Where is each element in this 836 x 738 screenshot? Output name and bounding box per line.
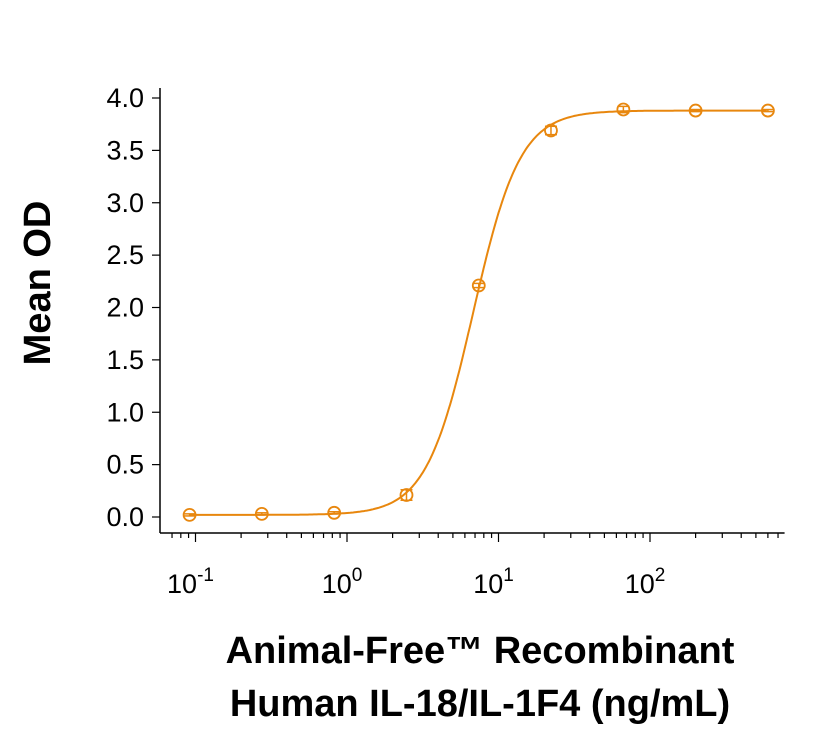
- data-point: [471, 278, 486, 293]
- data-point: [182, 508, 197, 522]
- data-point: [616, 102, 631, 117]
- x-axis-title-line-2: Human IL-18/IL-1F4 (ng/mL): [230, 683, 730, 725]
- x-tick-label: 101: [473, 565, 514, 599]
- data-point: [760, 103, 775, 118]
- y-tick-label: 2.0: [106, 293, 144, 323]
- y-tick-label: 3.5: [106, 135, 144, 165]
- x-tick-label: 100: [322, 565, 363, 599]
- data-point: [399, 488, 414, 502]
- y-tick-label: 0.0: [106, 502, 144, 532]
- y-tick-label: 1.0: [106, 397, 144, 427]
- fit-curve: [189, 109, 767, 516]
- y-tick-label: 4.0: [106, 83, 144, 113]
- data-point: [544, 123, 558, 138]
- data-point: [688, 103, 703, 118]
- y-tick-label: 3.0: [106, 188, 144, 218]
- data-points: [182, 102, 775, 522]
- data-point: [327, 505, 342, 520]
- x-tick-label: 102: [625, 565, 666, 599]
- y-tick-label: 0.5: [106, 450, 144, 480]
- axes: 0.0 0.5 1.0 1.5 2.0 2.5 3.0 3.5 4.0 10-1 100 101 102: [106, 83, 785, 599]
- x-tick-label: 10-1: [167, 565, 214, 599]
- y-axis-title: Mean OD: [17, 201, 59, 366]
- y-tick-label: 1.5: [106, 345, 144, 375]
- y-tick-label: 2.5: [106, 240, 144, 270]
- data-point: [254, 506, 269, 521]
- x-axis-title-line-1: Animal-Free™ Recombinant: [226, 630, 735, 672]
